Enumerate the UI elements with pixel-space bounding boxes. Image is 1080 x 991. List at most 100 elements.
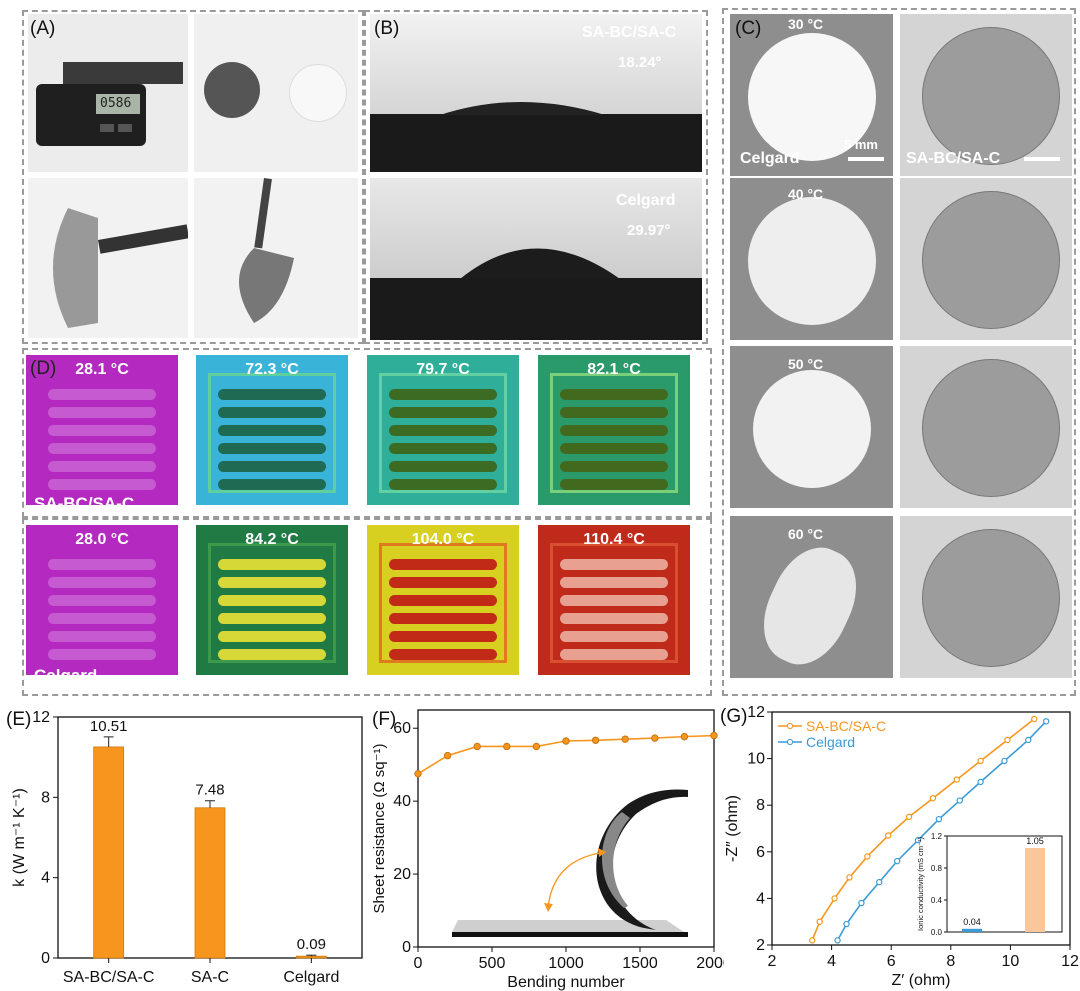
bar-value-label: 0.09 xyxy=(297,936,326,953)
celgard-disc-photo xyxy=(730,178,893,340)
celgard-thermal-image: 84.2 °C xyxy=(196,525,348,675)
c-temp-1: 30 °C xyxy=(788,16,824,32)
celgard-temperature-2: 84.2 °C xyxy=(245,531,299,548)
sa-bc-disc-photo xyxy=(900,14,1072,176)
series-point xyxy=(858,899,865,907)
chart-e: 0 4 8 12 k (W m⁻¹ K⁻¹) 10.51 SA-BC/SA-C 7.48 SA-… xyxy=(11,709,363,986)
series-point xyxy=(846,874,853,881)
x-axis-label: Z′ (ohm) xyxy=(892,972,951,989)
x-tick-label: 500 xyxy=(479,955,506,972)
series-point xyxy=(914,836,922,844)
data-point xyxy=(710,731,718,740)
y-tick-label: 0 xyxy=(402,939,411,956)
chart-g: 2 4 6 8 10 12 2 4 6 8 10 12 Z′ (ohm) -Z″ (ohm) SA-BC/S… xyxy=(724,704,1079,989)
y-axis-label: Sheet resistance (Ω sq⁻¹) xyxy=(371,743,388,913)
series-point xyxy=(843,920,850,928)
inset-bar-value-label: 0.04 xyxy=(963,917,981,927)
sa-bc-temperature-4: 82.1 °C xyxy=(587,361,641,378)
celgard-temperature-1: 28.0 °C xyxy=(75,531,129,548)
series-point xyxy=(953,776,960,783)
y-tick-label: 60 xyxy=(393,720,411,737)
series-point xyxy=(893,857,901,865)
micrometer-display: 0586 xyxy=(100,96,132,111)
bar-value-label: 7.48 xyxy=(195,782,224,799)
x-tick-label: SA-BC/SA-C xyxy=(63,969,155,986)
legend-marker xyxy=(786,738,794,746)
y-tick-label: 2 xyxy=(756,937,765,954)
inset-bar-value-label: 1.05 xyxy=(1026,836,1044,846)
panel-d-label: (D) xyxy=(30,358,57,379)
series-point xyxy=(876,878,883,886)
series-point xyxy=(935,815,943,823)
plot-frame xyxy=(771,711,1071,946)
b-top-angle: 18.24° xyxy=(618,54,662,71)
inset-y-tick-label: 1.2 xyxy=(931,832,943,841)
series-point xyxy=(956,797,963,804)
chart-f: 0 20 40 60 0 500 1000 1500 2000 Bending number She… xyxy=(371,709,724,991)
series-point xyxy=(1001,757,1008,765)
x-tick-label: Celgard xyxy=(283,969,339,986)
panel-d-row1 xyxy=(22,348,712,518)
membrane-disks-photo xyxy=(194,14,358,172)
series-point xyxy=(1025,736,1032,744)
celgard-disc-photo xyxy=(730,516,893,678)
series-point xyxy=(831,895,838,902)
series-point xyxy=(977,757,984,765)
sa-bc-thermal-image: 82.1 °C xyxy=(538,355,690,505)
inset-bar xyxy=(962,928,982,932)
c-right-name: SA-BC/SA-C xyxy=(906,150,1001,167)
panel-f-label: (F) xyxy=(372,709,397,730)
sa-bc-thermal-image: 28.1 °C xyxy=(26,355,178,505)
series-point xyxy=(834,937,841,944)
data-point xyxy=(621,735,629,743)
inset-y-label: Ionic conductivity (mS cm⁻¹) xyxy=(916,837,925,931)
y-tick-label: 40 xyxy=(393,793,411,810)
plot-frame xyxy=(417,709,715,948)
panel-c-label: (C) xyxy=(735,18,762,39)
bent-membrane-photo xyxy=(194,178,358,338)
series-point xyxy=(905,813,913,821)
x-tick-label: 10 xyxy=(1002,953,1020,970)
x-tick-label: 1000 xyxy=(548,955,584,972)
y-tick-label: 8 xyxy=(756,797,765,814)
sa-bc-temperature-2: 72.3 °C xyxy=(245,361,299,378)
sa-bc-disc-photo xyxy=(900,346,1072,508)
x-tick-label: 8 xyxy=(946,953,955,970)
sa-bc-thermal-image: 79.7 °C xyxy=(367,355,519,505)
b-bottom-angle: 29.97° xyxy=(627,222,671,239)
sa-bc-temperature-1: 28.1 °C xyxy=(75,361,129,378)
y-tick-label: 4 xyxy=(756,890,765,907)
panel-a xyxy=(22,10,364,344)
panel-a-label: (A) xyxy=(30,18,56,39)
sa-bc-disc-photo xyxy=(900,178,1072,340)
y-tick-label: 0 xyxy=(41,950,50,967)
c-temp-2: 40 °C xyxy=(788,186,824,202)
c-left-name: Celgard xyxy=(740,150,800,167)
inset-y-tick-label: 0.0 xyxy=(931,928,943,937)
y-tick-label: 20 xyxy=(393,866,411,883)
legend-label: Celgard xyxy=(806,734,855,750)
folded-membrane-photo xyxy=(28,178,188,338)
bar-value-label: 10.51 xyxy=(90,718,128,735)
y-axis-label: k (W m⁻¹ K⁻¹) xyxy=(11,788,28,887)
celgard-thermal-image: 104.0 °C xyxy=(367,525,519,675)
x-tick-label: 4 xyxy=(827,953,836,970)
celgard-thermal-image: 28.0 °C xyxy=(26,525,178,675)
series-point xyxy=(1031,715,1038,723)
x-tick-label: 6 xyxy=(887,953,896,970)
series-line xyxy=(836,720,1047,941)
series-point xyxy=(1004,736,1011,744)
panel-c xyxy=(722,8,1076,696)
contact-angle-bottom-photo xyxy=(370,178,702,340)
contact-angle-top-photo xyxy=(370,14,702,172)
legend-label: SA-BC/SA-C xyxy=(806,718,886,734)
celgard-thermal-image: 110.4 °C xyxy=(538,525,690,675)
x-tick-label: 1500 xyxy=(622,955,658,972)
series-point xyxy=(929,795,937,802)
series-point xyxy=(864,853,871,860)
data-point xyxy=(591,736,600,744)
b-bottom-name: Celgard xyxy=(616,192,676,209)
data-point xyxy=(473,742,481,751)
series-line xyxy=(811,718,1035,941)
celgard-temperature-4: 110.4 °C xyxy=(583,531,645,548)
